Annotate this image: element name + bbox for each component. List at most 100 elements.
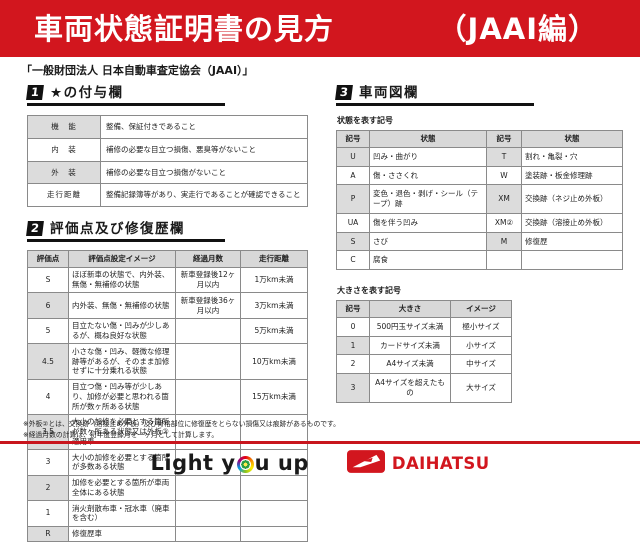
- table-cell: M: [486, 231, 522, 252]
- table-cell: 変色・退色・剥げ・シール（テープ）跡: [369, 184, 487, 214]
- column-header: 状態: [369, 130, 487, 148]
- red-divider: [0, 441, 640, 444]
- column-header: 状態: [521, 130, 623, 148]
- table-row: 1 カードサイズ未満 小サイズ: [336, 335, 512, 356]
- table-header-row: 評価点 評価点設定イメージ 経過月数 走行距離: [27, 250, 308, 268]
- table-cell: [175, 500, 241, 527]
- table-row: 3 A4サイズを超えたもの 大サイズ: [336, 373, 512, 403]
- table-cell: 腐食: [369, 250, 487, 270]
- column-header: 評価点設定イメージ: [68, 250, 176, 268]
- table-row: C 腐食: [336, 250, 623, 270]
- table-row: S さび M 修復歴: [336, 231, 623, 252]
- section1-header: 1 ★の付与欄: [26, 84, 225, 106]
- table-cell: 補修の必要な目立つ損傷、悪臭等がないこと: [100, 137, 308, 162]
- table-cell: 割れ・亀裂・穴: [521, 146, 623, 167]
- table-cell: UA: [336, 212, 370, 233]
- table-cell: 4: [27, 378, 69, 415]
- table-row: 外 装補修の必要な目立つ損傷がないこと: [27, 160, 308, 185]
- table-cell: 修復歴: [521, 231, 623, 252]
- title-banner: 車両状態証明書の見方 （JAAI編）: [0, 0, 640, 57]
- table-cell: 小サイズ: [450, 335, 512, 356]
- table-cell: U: [336, 146, 370, 167]
- left-column: 1 ★の付与欄 機 能整備、保証付きであること内 装補修の必要な目立つ損傷、悪臭…: [26, 84, 308, 542]
- table-cell: A4サイズを超えたもの: [369, 373, 451, 403]
- table-cell: 1: [336, 335, 370, 356]
- table-cell: 3: [336, 373, 370, 403]
- table-row: 1 消火剤散布車・冠水車（廃車を含む）: [27, 500, 308, 527]
- table-cell: [240, 500, 308, 527]
- slogan-text-left: Light y: [150, 451, 236, 475]
- table-cell: XM②: [486, 212, 522, 233]
- table-cell: [175, 378, 241, 415]
- table-row: P 変色・退色・剥げ・シール（テープ）跡 XM 交換跡（ネジ止め外板）: [336, 184, 623, 214]
- table-cell: 内外装、無傷・無補修の状態: [68, 292, 176, 319]
- organization-subtitle: 「一般財団法人 日本自動車査定協会（JAAI）」: [21, 64, 254, 77]
- table-cell: [175, 317, 241, 345]
- daihatsu-logo: DAIHATSU: [346, 449, 490, 477]
- column-header: 記号: [486, 130, 522, 148]
- column-header: 大きさ: [369, 300, 451, 318]
- table-cell: [175, 525, 241, 542]
- table-cell: T: [486, 146, 522, 167]
- table-cell: 500円玉サイズ未満: [369, 316, 451, 337]
- table-cell: 交換跡（溶接止め外板）: [521, 212, 623, 233]
- table-row: 0 500円玉サイズ未満 極小サイズ: [336, 316, 512, 337]
- table-cell: 中サイズ: [450, 354, 512, 374]
- section1-title: ★の付与欄: [50, 84, 124, 101]
- table-row: S ほぼ新車の状態で、内外装、無傷・無補修の状態 新車登録後12ヶ月以内 1万km未満: [27, 266, 308, 294]
- table-cell: XM: [486, 184, 522, 214]
- section2-header: 2 評価点及び修復歴欄: [26, 220, 225, 242]
- column-header: 走行距離: [240, 250, 308, 268]
- state-symbols-caption: 状態を表す記号: [337, 116, 393, 125]
- table-cell: 15万km未満: [240, 378, 308, 415]
- state-symbol-table: 記号 状態 記号 状態 U 凹み・曲がり T 割れ・亀裂・穴 A 傷・ささくれ W 塗装跡・板…: [336, 130, 623, 270]
- table-cell: 大小の加修を必要とする箇所が多数ある状態: [68, 449, 176, 476]
- table-cell: 目立つ傷・凹み等が少しあり、加修が必要と思われる箇所が数ヶ所ある状態: [68, 378, 176, 415]
- table-row: 4.5 小さな傷・凹み、軽微な修理跡等があるが、そのまま加修せずに十分乗れる状態 1…: [27, 343, 308, 380]
- table-row: U 凹み・曲がり T 割れ・亀裂・穴: [336, 146, 623, 167]
- table-header-row: 記号 状態 記号 状態: [336, 130, 623, 148]
- table-cell: 凹み・曲がり: [369, 146, 487, 167]
- table-row: 機 能整備、保証付きであること: [27, 115, 308, 139]
- column-header: イメージ: [450, 300, 512, 318]
- table-cell: W: [486, 165, 522, 186]
- table-cell: A4サイズ未満: [369, 354, 451, 374]
- rainbow-ring-icon: [236, 455, 254, 473]
- table-row: 内 装補修の必要な目立つ損傷、悪臭等がないこと: [27, 137, 308, 162]
- daihatsu-wordmark: DAIHATSU: [391, 453, 490, 473]
- table-cell: 6: [27, 292, 69, 319]
- table-row: 5 目立たない傷・凹みが少しあるが、概ね良好な状態 5万km未満: [27, 317, 308, 345]
- table-cell: 塗装跡・板金修理跡: [521, 165, 623, 186]
- table-cell: 消火剤散布車・冠水車（廃車を含む）: [68, 500, 176, 527]
- table-cell: 傷・ささくれ: [369, 165, 487, 186]
- section2-number-badge: 2: [26, 221, 44, 236]
- table-cell: 3万km未満: [240, 292, 308, 319]
- table-cell: 整備、保証付きであること: [100, 115, 308, 139]
- table-cell: 交換跡（ネジ止め外板）: [521, 184, 623, 214]
- table-row: A 傷・ささくれ W 塗装跡・板金修理跡: [336, 165, 623, 186]
- table-row: UA 傷を伴う凹み XM② 交換跡（溶接止め外板）: [336, 212, 623, 233]
- column-header: 経過月数: [175, 250, 241, 268]
- table-cell: A: [336, 165, 370, 186]
- page-title-edition: （JAAI編）: [437, 11, 598, 46]
- table-cell: C: [336, 250, 370, 270]
- table-cell: 傷を伴う凹み: [369, 212, 487, 233]
- table-cell: 0: [336, 316, 370, 337]
- table-cell: R: [27, 525, 69, 542]
- section3-number-badge: 3: [335, 85, 353, 100]
- table-cell: 修復歴車: [68, 525, 176, 542]
- footnote-line: ※経過月数の計算は、初年度登録月を一ヶ月として計算します。: [23, 430, 219, 439]
- column-header: 評価点: [27, 250, 69, 268]
- table-cell: 極小サイズ: [450, 316, 512, 337]
- column-header: 記号: [336, 130, 370, 148]
- size-symbol-table: 記号 大きさ イメージ 0 500円玉サイズ未満 極小サイズ 1 カードサイズ未満 小サイ…: [336, 300, 512, 403]
- table-cell: [521, 250, 623, 270]
- section3-title: 車両図欄: [359, 84, 419, 101]
- table-cell: P: [336, 184, 370, 214]
- table-cell: 10万km未満: [240, 343, 308, 380]
- section2-title: 評価点及び修復歴欄: [50, 220, 185, 237]
- table-cell: 4.5: [27, 343, 69, 380]
- page-title: 車両状態証明書の見方: [34, 11, 335, 46]
- table-cell: さび: [369, 231, 487, 252]
- table-cell: [486, 250, 522, 270]
